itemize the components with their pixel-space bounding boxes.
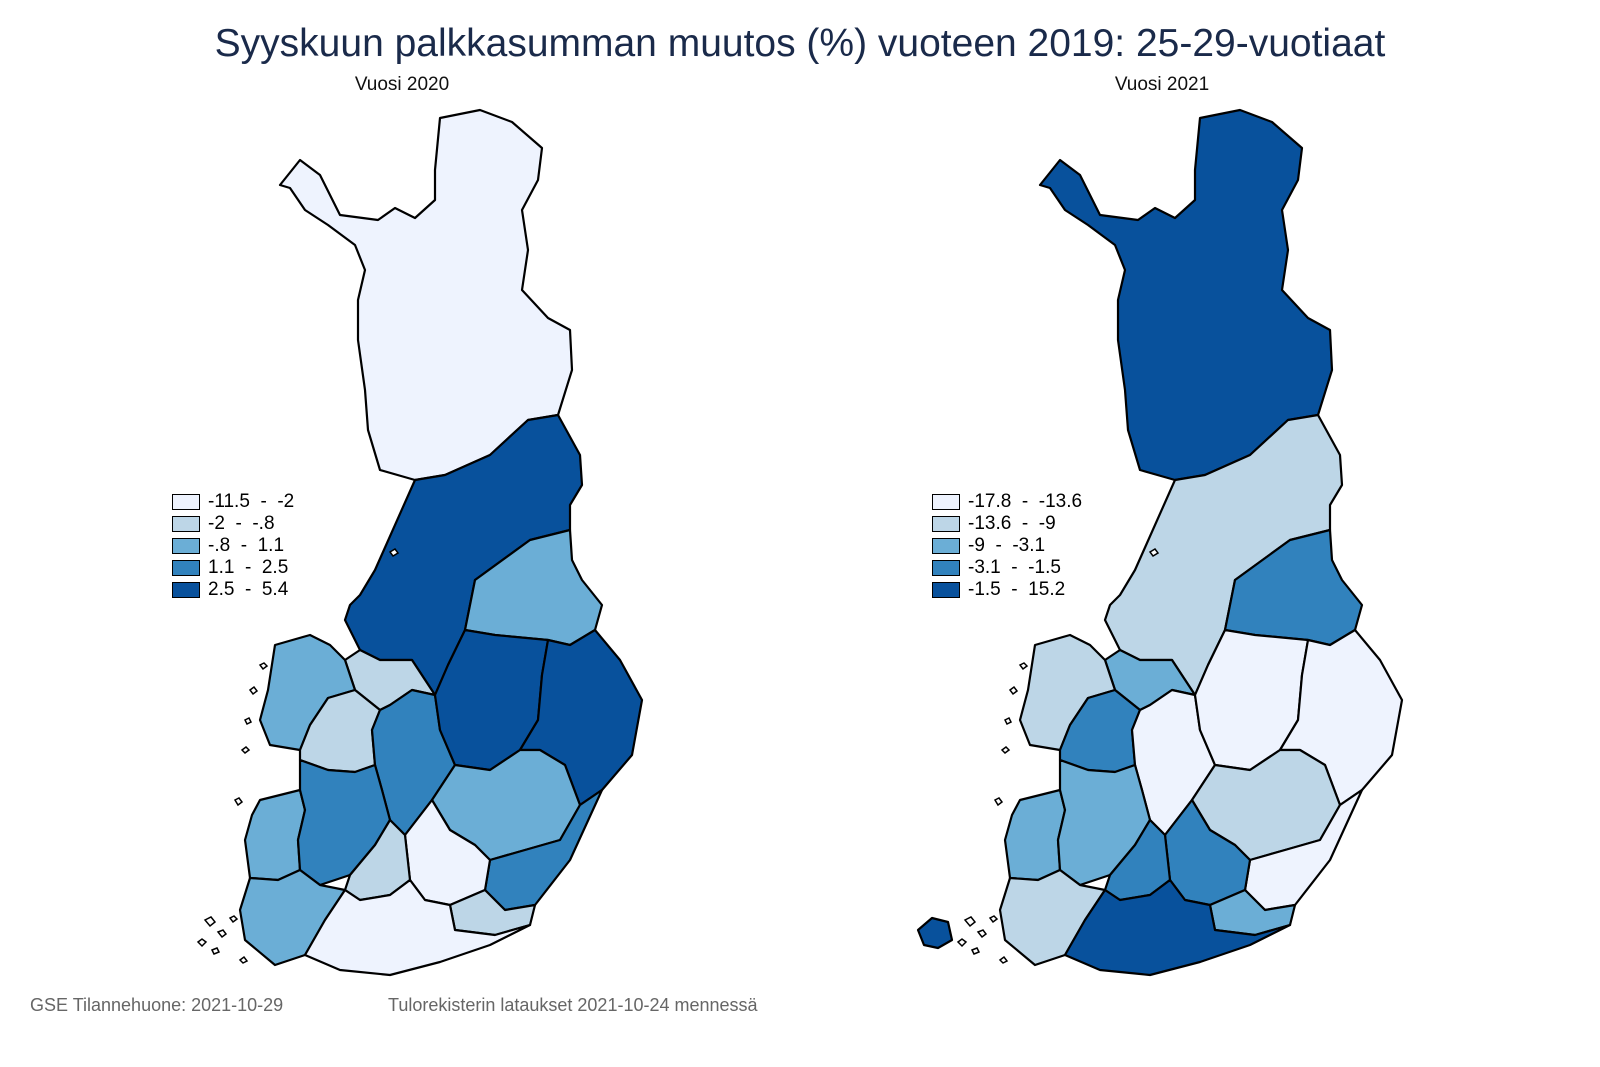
islet (196, 938, 208, 948)
legend-label: -.8 - 1.1 (208, 535, 285, 556)
map-2021 (916, 108, 1404, 977)
region-lapland (278, 108, 574, 482)
legend-item: 1.1 - 2.5 (172, 557, 294, 579)
legend-swatch (932, 516, 960, 532)
islet (1003, 716, 1013, 726)
islet (216, 929, 228, 939)
legend-swatch (172, 560, 200, 576)
islet (1000, 746, 1011, 754)
legend-swatch (172, 582, 200, 598)
islet (238, 955, 249, 964)
footer-source: GSE Tilannehuone: 2021-10-29 (30, 995, 284, 1015)
islet (248, 685, 259, 696)
chart-title: Syyskuun palkkasumman muutos (%) vuoteen… (214, 22, 1386, 65)
legend-swatch (932, 560, 960, 576)
legend-item: -3.1 - -1.5 (932, 557, 1082, 579)
islet (388, 548, 400, 557)
footer-note: Tulorekisterin lataukset 2021-10-24 menn… (388, 995, 758, 1015)
legend-swatch (172, 494, 200, 510)
islet (993, 797, 1004, 807)
legend-item: -13.6 - -9 (932, 513, 1082, 535)
islet (1018, 662, 1029, 671)
legend-label: -1.5 - 15.2 (968, 579, 1066, 600)
legend-item: -.8 - 1.1 (172, 535, 294, 557)
legend-label: -3.1 - -1.5 (968, 557, 1061, 578)
legend-item: 2.5 - 5.4 (172, 579, 294, 601)
islet (970, 947, 981, 955)
legend-label: -17.8 - -13.6 (968, 491, 1083, 512)
islet (988, 915, 999, 924)
islet (243, 716, 253, 726)
legend-label: -11.5 - -2 (208, 491, 295, 512)
islet (258, 662, 269, 671)
islet (976, 929, 988, 939)
map-2020 (196, 108, 644, 977)
map-2021-subtitle: Vuosi 2021 (1114, 74, 1210, 95)
region-satakunta (243, 788, 307, 882)
islet (210, 947, 221, 955)
legend-swatch (932, 494, 960, 510)
legend-label: -9 - -3.1 (968, 535, 1046, 556)
legend-item: -17.8 - -13.6 (932, 491, 1082, 513)
islet (233, 797, 244, 807)
legend-item: -2 - -.8 (172, 513, 294, 535)
region-uusimaa (303, 878, 532, 977)
region-aland (916, 916, 954, 950)
legend-2020: -11.5 - -2 -2 - -.8 -.8 - 1.1 1.1 - 2.5 2.5 … (172, 491, 294, 601)
legend-item: -1.5 - 15.2 (932, 579, 1082, 601)
islet (998, 955, 1009, 964)
legend-swatch (932, 538, 960, 554)
region-satakunta (1003, 788, 1067, 882)
islet (228, 915, 239, 924)
legend-swatch (172, 538, 200, 554)
islet (1008, 685, 1019, 696)
legend-label: -2 - -.8 (208, 513, 275, 534)
islet (956, 938, 968, 948)
map-2020-subtitle: Vuosi 2020 (354, 74, 450, 95)
islet (240, 746, 251, 754)
legend-label: 2.5 - 5.4 (208, 579, 289, 600)
legend-item: -11.5 - -2 (172, 491, 294, 513)
islet (203, 916, 217, 928)
legend-2021: -17.8 - -13.6 -13.6 - -9 -9 - -3.1 -3.1 - -… (932, 491, 1082, 601)
legend-item: -9 - -3.1 (932, 535, 1082, 557)
legend-swatch (932, 582, 960, 598)
legend-swatch (172, 516, 200, 532)
region-lapland (1038, 108, 1334, 482)
islet (1148, 548, 1160, 557)
legend-label: 1.1 - 2.5 (208, 557, 289, 578)
legend-label: -13.6 - -9 (968, 513, 1056, 534)
islet (963, 916, 977, 928)
region-uusimaa (1063, 878, 1292, 977)
